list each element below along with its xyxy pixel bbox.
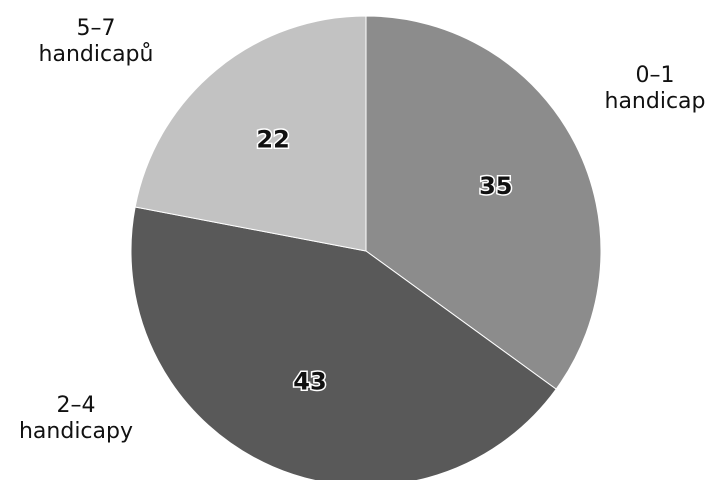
slice-category-label-3: 5–7 handicapů: [39, 16, 154, 67]
category-labels-layer: 0–1 handicap 2–4 handicapy 5–7 handicapů: [19, 16, 706, 444]
value-labels-layer: 35 43 22: [255, 124, 514, 397]
slices-layer: [130, 15, 602, 480]
slice-category-label-line: 2–4: [57, 393, 96, 418]
pie-slice-2: [130, 206, 557, 480]
pie-slice-1: [365, 15, 602, 390]
slice-category-label-line: handicapy: [19, 419, 133, 444]
slice-category-label-line: 5–7: [77, 16, 116, 41]
slice-category-label-1: 0–1 handicap: [605, 63, 706, 114]
slice-category-label-line: handicap: [605, 89, 706, 114]
slice-value-label-3: 22: [256, 126, 289, 154]
slice-category-label-line: handicapů: [39, 42, 154, 67]
slice-value-label-1: 35: [479, 172, 512, 200]
slice-category-label-line: 0–1: [636, 63, 675, 88]
slice-value-label-2: 43: [293, 367, 326, 395]
pie-slice-3: [134, 15, 367, 252]
slice-category-label-2: 2–4 handicapy: [19, 393, 133, 444]
